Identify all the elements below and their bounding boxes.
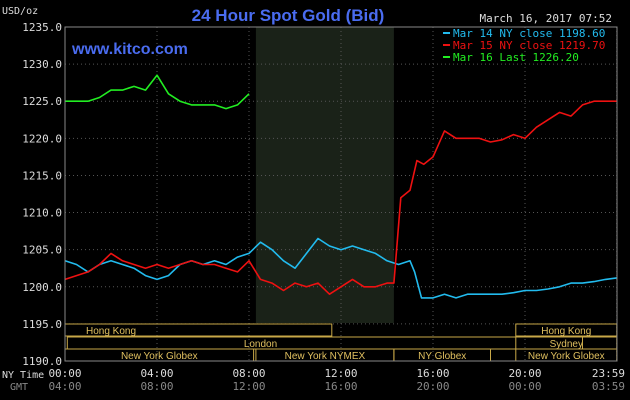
series-lines bbox=[64, 74, 617, 299]
legend-entry: Mar 16 Last 1226.20 bbox=[453, 51, 579, 64]
y-axis-unit: USD/oz bbox=[2, 6, 38, 17]
x-tick-label-ny: 12:00 bbox=[324, 367, 357, 380]
session-label: New York NYMEX bbox=[285, 351, 366, 362]
x-axis-label-gmt: GMT bbox=[10, 382, 28, 393]
x-tick-label-gmt: 03:59 bbox=[592, 380, 625, 393]
y-tick-label: 1220.0 bbox=[22, 132, 62, 145]
session-label: Hong Kong bbox=[541, 326, 591, 337]
x-tick-label-gmt: 20:00 bbox=[416, 380, 449, 393]
x-tick-label-gmt: 00:00 bbox=[508, 380, 541, 393]
session-label: NY Globex bbox=[418, 351, 466, 362]
chart-title: 24 Hour Spot Gold (Bid) bbox=[192, 6, 385, 25]
watermark: www.kitco.com bbox=[71, 41, 188, 58]
x-tick-label-ny: 08:00 bbox=[232, 367, 265, 380]
session-label: New York Globex bbox=[121, 351, 198, 362]
x-tick-label-gmt: 08:00 bbox=[140, 380, 173, 393]
y-tick-label: 1225.0 bbox=[22, 95, 62, 108]
series-line bbox=[64, 100, 617, 296]
y-tick-label: 1210.0 bbox=[22, 207, 62, 220]
y-tick-label: 1200.0 bbox=[22, 281, 62, 294]
session-label: London bbox=[244, 339, 277, 350]
y-tick-label: 1235.0 bbox=[22, 21, 62, 34]
x-tick-label-ny: 04:00 bbox=[140, 367, 173, 380]
timestamp: March 16, 2017 07:52 bbox=[480, 12, 612, 25]
x-tick-labels: 00:0004:0004:0008:0008:0012:0012:0016:00… bbox=[48, 367, 625, 393]
y-tick-label: 1230.0 bbox=[22, 58, 62, 71]
y-tick-label: 1195.0 bbox=[22, 318, 62, 331]
y-tick-label: 1215.0 bbox=[22, 169, 62, 182]
session-label: New York Globex bbox=[528, 351, 605, 362]
x-tick-label-gmt: 12:00 bbox=[232, 380, 265, 393]
series-line bbox=[64, 237, 617, 299]
x-tick-label-ny: 23:59 bbox=[592, 367, 625, 380]
x-tick-label-gmt: 16:00 bbox=[324, 380, 357, 393]
x-axis-label-ny: NY Time bbox=[2, 370, 44, 381]
y-tick-label: 1205.0 bbox=[22, 244, 62, 257]
y-tick-labels: 1235.0 1230.0 1225.0 1220.0 1215.0 1210.0 1205… bbox=[22, 21, 62, 368]
x-tick-label-ny: 16:00 bbox=[416, 367, 449, 380]
series-line bbox=[65, 74, 250, 110]
y-tick-label: 1190.0 bbox=[22, 355, 62, 368]
legend-entry: Mar 15 NY close 1219.70 bbox=[453, 39, 605, 52]
highlight-band bbox=[255, 27, 394, 323]
session-label: Hong Kong bbox=[86, 326, 136, 337]
x-tick-label-gmt: 04:00 bbox=[48, 380, 81, 393]
session-label: Sydney bbox=[550, 339, 583, 350]
x-tick-label-ny: 00:00 bbox=[48, 367, 81, 380]
plot-frame bbox=[64, 26, 618, 362]
legend-entry: Mar 14 NY close 1198.60 bbox=[453, 27, 605, 40]
x-tick-label-ny: 20:00 bbox=[508, 367, 541, 380]
